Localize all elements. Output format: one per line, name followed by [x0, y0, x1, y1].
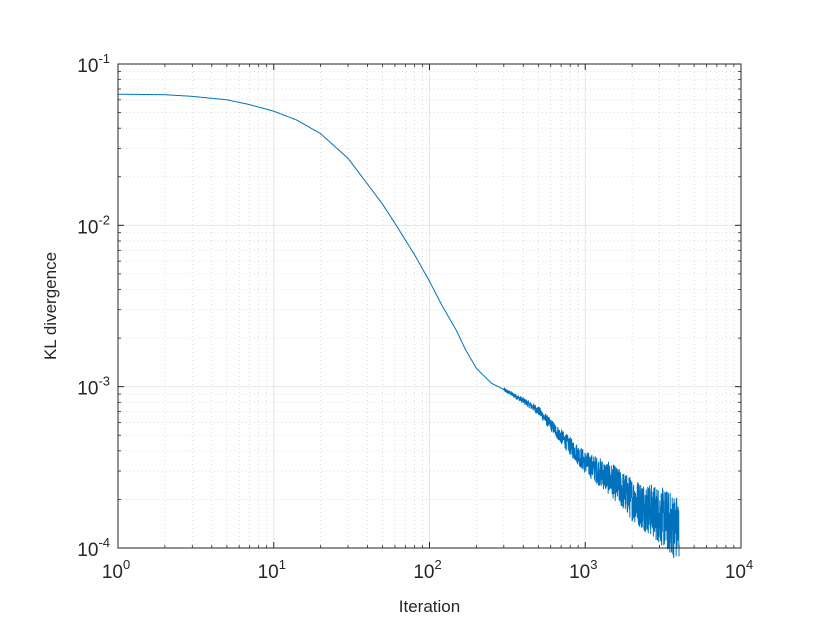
y-tick-labels: 10-4 10-3 10-2 10-1 [77, 51, 110, 561]
x-axis-label: Iteration [399, 597, 460, 616]
x-tick-labels: 100 101 102 103 104 [102, 557, 753, 583]
x-tick-exponent: 1 [279, 557, 286, 572]
minor-grid [118, 64, 741, 548]
y-tick-exponent: -2 [98, 212, 110, 227]
y-axis-label: KL divergence [41, 252, 60, 360]
kl-divergence-series-line [117, 93, 680, 559]
y-tick-label: 10-4 [77, 535, 110, 561]
axes-box [117, 63, 742, 549]
y-tick-exponent: -1 [98, 51, 110, 66]
x-tick-label: 102 [413, 557, 441, 583]
x-tick-exponent: 2 [434, 557, 441, 572]
y-tick-label: 10-3 [77, 374, 110, 400]
x-tick-label: 100 [102, 557, 130, 583]
x-tick-exponent: 3 [590, 557, 597, 572]
x-tick-label: 101 [258, 557, 286, 583]
x-tick-exponent: 0 [123, 557, 130, 572]
y-tick-exponent: -3 [98, 374, 110, 389]
y-tick-label: 10-2 [77, 212, 110, 238]
x-tick-label: 104 [725, 557, 753, 583]
x-tick-label: 103 [569, 557, 597, 583]
y-tick-exponent: -4 [98, 535, 110, 550]
x-tick-exponent: 4 [746, 557, 753, 572]
y-tick-label: 10-1 [77, 51, 110, 77]
